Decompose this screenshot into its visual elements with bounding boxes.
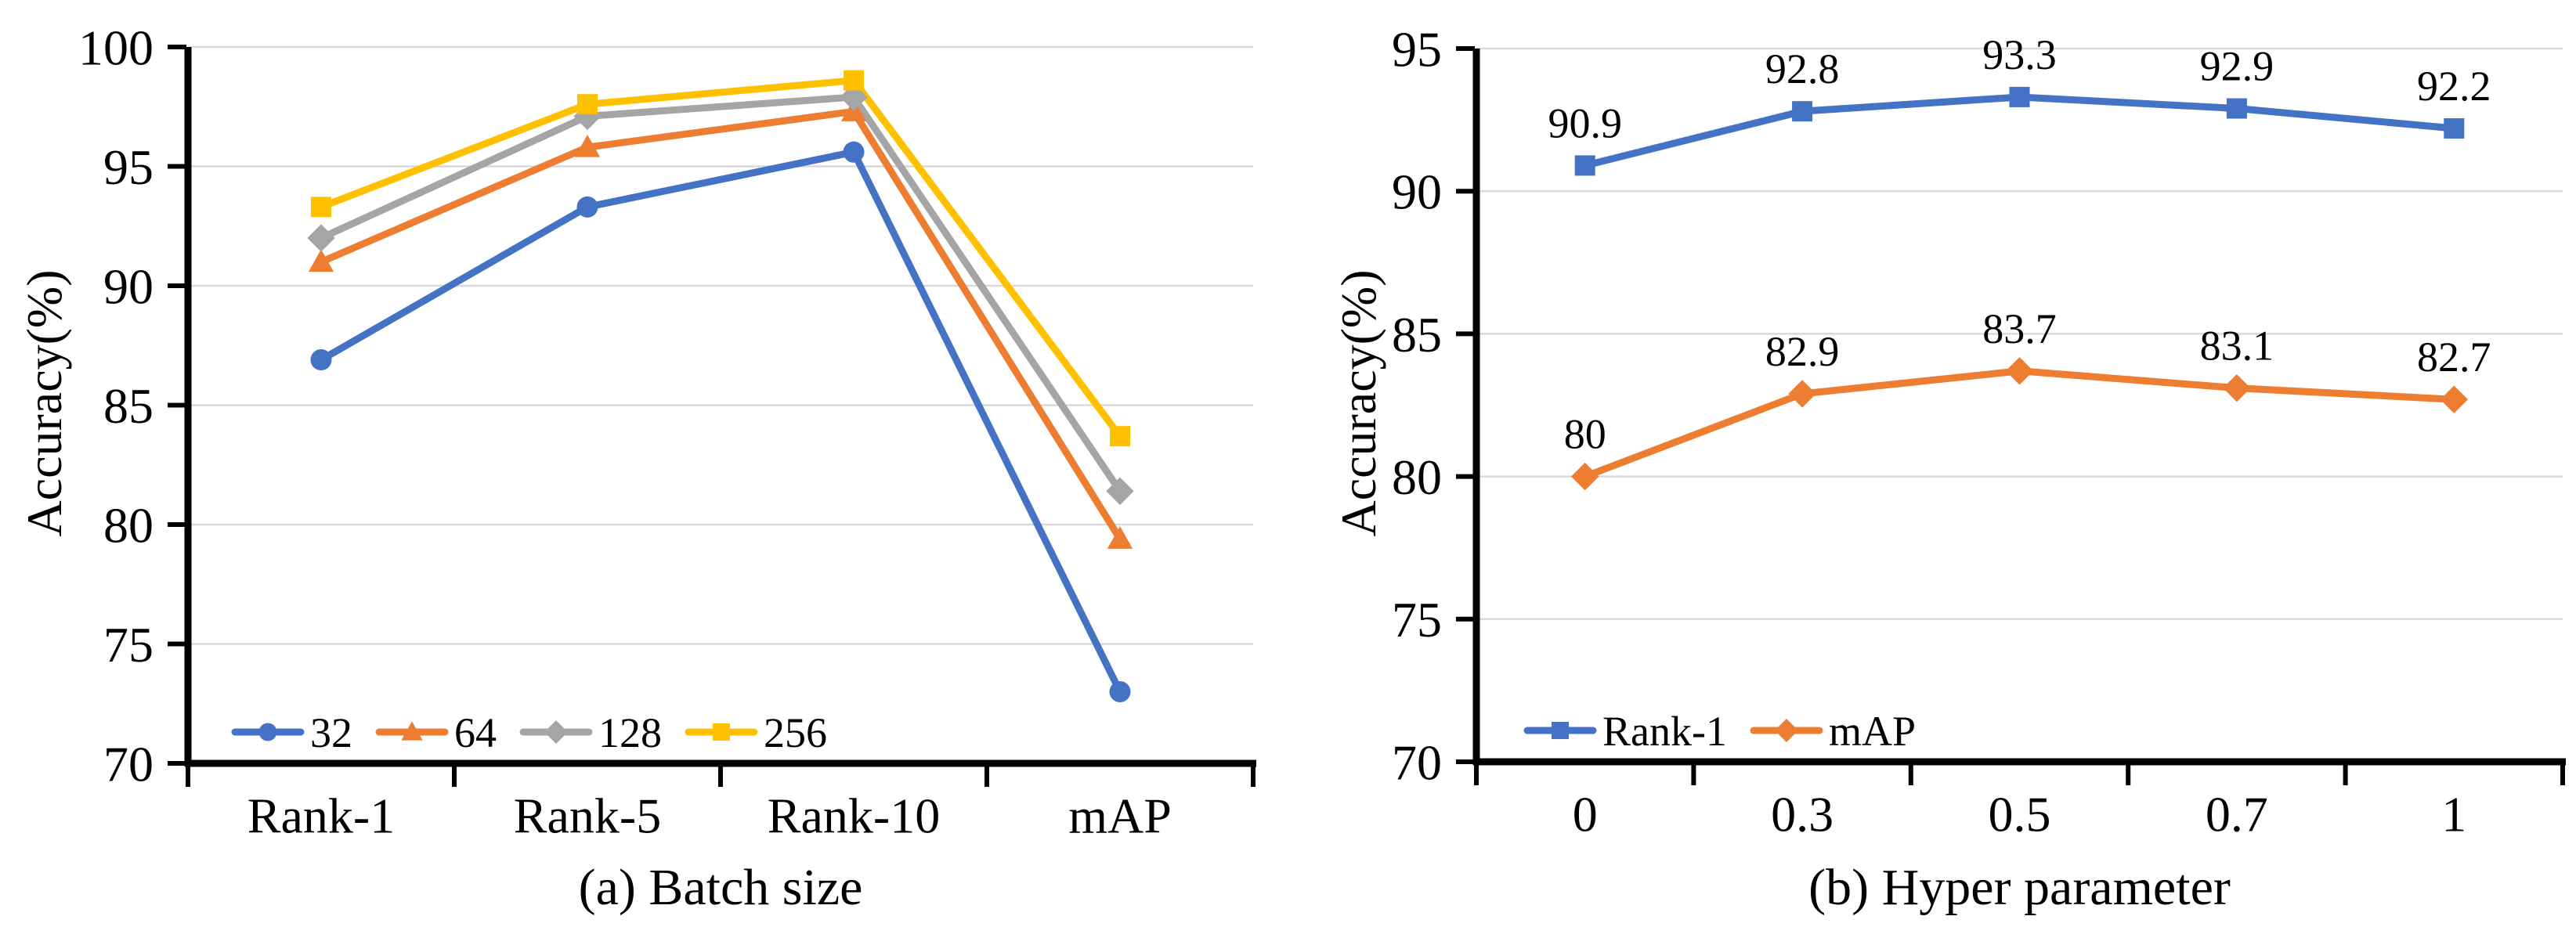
x-category-label: Rank-1 <box>247 788 395 843</box>
series-64-marker <box>308 249 334 272</box>
x-category-label: mAP <box>1068 788 1172 843</box>
series-256-marker <box>844 70 864 91</box>
series-32-marker <box>310 349 332 371</box>
legend-label-Rank-1: Rank-1 <box>1602 708 1727 755</box>
chart-batch-size: Accuracy(%) 70 75 80 85 90 95 100 Rank-1 Rank-5 R… <box>16 20 1256 916</box>
y-tick-label: 85 <box>103 378 154 434</box>
data-label: 92.2 <box>2417 63 2491 110</box>
series-mAP-marker <box>2440 385 2468 413</box>
series-mAP-marker <box>1571 462 1599 491</box>
series-128-marker <box>1106 477 1134 505</box>
series-256-marker <box>311 197 331 218</box>
y-tick-label: 80 <box>1392 449 1442 505</box>
legend-label-128: 128 <box>598 709 662 756</box>
series-Rank-1-marker <box>2444 118 2465 139</box>
series-Rank-1-marker <box>2009 86 2030 107</box>
legend-label-256: 256 <box>764 709 827 756</box>
y-tick-label: 90 <box>1392 164 1442 220</box>
series-mAP-line <box>1581 367 2458 481</box>
data-label: 83.1 <box>2200 323 2274 370</box>
data-label: 82.9 <box>1765 328 1840 375</box>
legend-marker-mAP <box>1775 719 1798 742</box>
x-category-label: Rank-5 <box>514 788 661 843</box>
legend-marker-64 <box>401 721 423 741</box>
legend-marker-32 <box>258 723 277 741</box>
series-32-line <box>317 148 1124 695</box>
data-label: 93.3 <box>1982 31 2057 78</box>
x-category-label: 0.5 <box>1989 786 2051 842</box>
series-128-line <box>317 93 1124 495</box>
y-tick-label: 70 <box>1392 734 1442 790</box>
legend-label-mAP: mAP <box>1829 708 1916 755</box>
series-Rank-1-marker <box>1792 101 1813 122</box>
series-Rank-1-marker <box>1574 155 1595 176</box>
series-64-line <box>317 107 1124 543</box>
y-tick-label: 95 <box>103 139 154 195</box>
data-label: 80 <box>1564 411 1606 458</box>
series-32-marker <box>1109 680 1131 703</box>
series-256-marker <box>577 94 598 115</box>
y-tick-label: 95 <box>1392 21 1442 77</box>
series-mAP-marker <box>1788 380 1816 408</box>
legend-label-64: 64 <box>454 709 497 756</box>
data-label: 90.9 <box>1548 99 1622 146</box>
y-tick-label: 100 <box>78 20 154 75</box>
series-mAP-marker <box>2005 357 2034 385</box>
hyper-parameter-plot: 70 75 80 85 90 95 0 0.3 0.5 0.7 1 90.9 92.8 93.3 92.9 9… <box>1392 21 2566 842</box>
data-label: 92.9 <box>2200 43 2274 90</box>
chart-caption-a: (a) Batch size <box>578 859 863 916</box>
y-tick-label: 80 <box>103 497 154 553</box>
y-tick-label: 75 <box>1392 592 1442 647</box>
legend-marker-128 <box>544 720 568 744</box>
data-label: 82.7 <box>2417 334 2491 381</box>
series-mAP-marker <box>2223 373 2251 402</box>
series-32-marker <box>576 196 598 218</box>
y-tick-label: 90 <box>103 258 154 314</box>
series-256-line <box>317 77 1124 440</box>
series-256-marker <box>1110 426 1130 447</box>
x-category-label: Rank-10 <box>768 788 940 843</box>
batch-size-plot: 70 75 80 85 90 95 100 Rank-1 Rank-5 Rank-10 mAP 32 6… <box>78 20 1256 843</box>
y-tick-label: 75 <box>103 617 154 673</box>
legend-marker-256 <box>713 723 730 741</box>
data-label: 83.7 <box>1982 305 2057 352</box>
y-tick-label: 70 <box>103 736 154 792</box>
y-tick-label: 85 <box>1392 307 1442 362</box>
x-category-label: 0.3 <box>1771 786 1834 842</box>
chart-hyper-parameter: Accuracy(%) 70 75 80 85 90 95 0 0.3 0.5 0.7 1 90.9 9… <box>1292 0 2576 945</box>
series-Rank-1-line <box>1581 93 2458 169</box>
series-128-marker <box>840 83 868 111</box>
series-Rank-1-marker <box>2226 98 2247 119</box>
series-64-marker <box>574 134 601 157</box>
series-32-marker <box>843 141 865 163</box>
chart-caption-b: (b) Hyper parameter <box>1808 859 2231 916</box>
legend-label-32: 32 <box>310 709 352 756</box>
legend-marker-Rank-1 <box>1552 722 1569 739</box>
x-category-label: 1 <box>2441 786 2466 842</box>
series-128-marker <box>307 224 335 252</box>
data-label: 92.8 <box>1765 45 1840 92</box>
x-category-label: 0 <box>1573 786 1598 842</box>
x-category-label: 0.7 <box>2206 786 2268 842</box>
series-64-marker <box>1107 526 1133 549</box>
